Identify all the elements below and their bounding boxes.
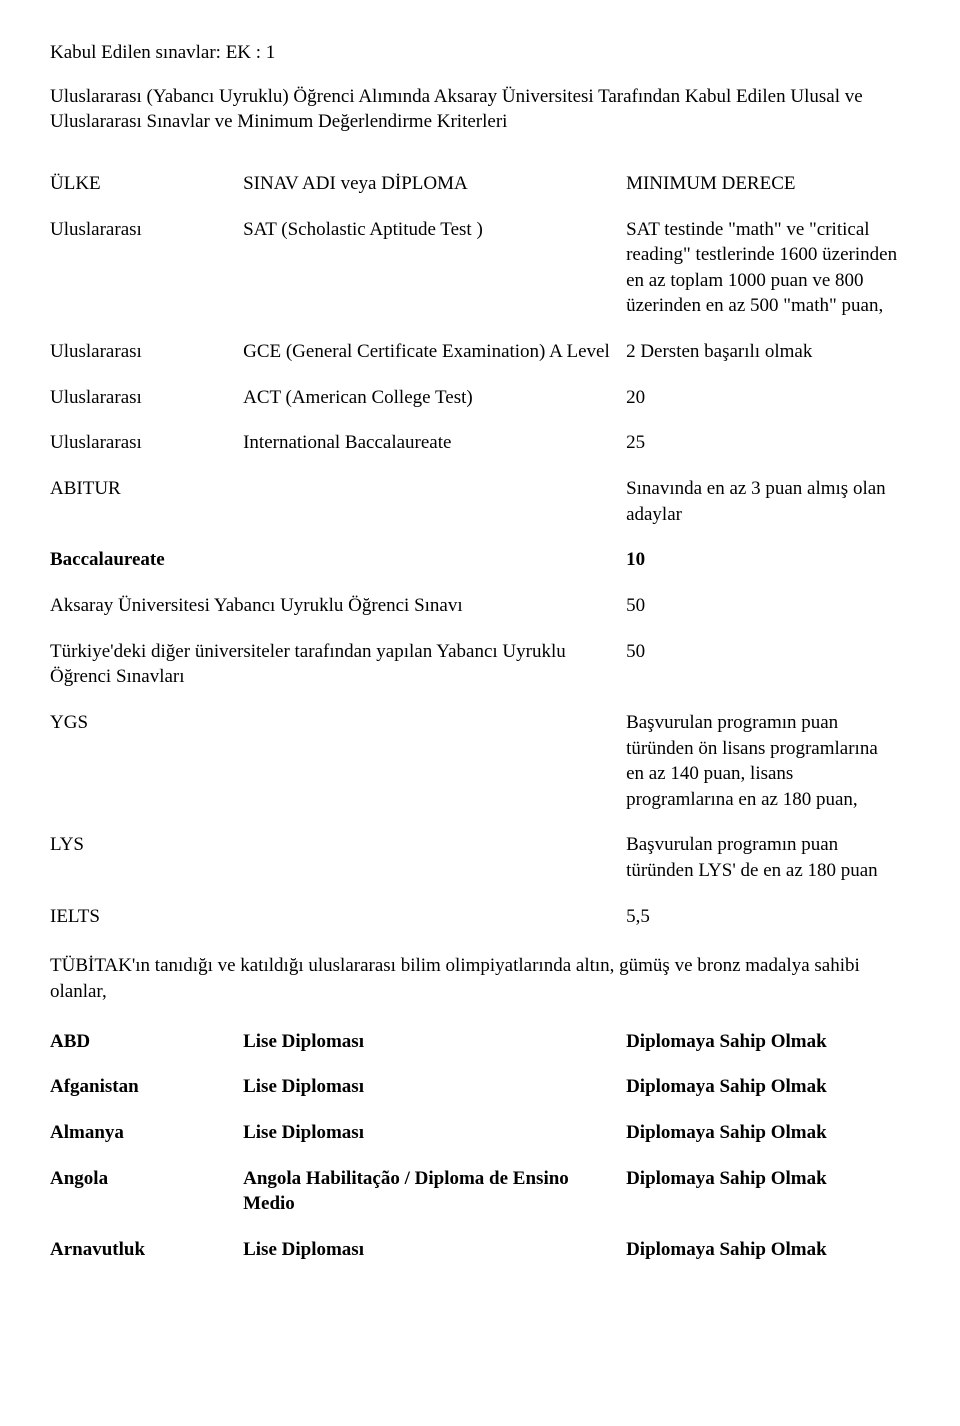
- table-row: Aksaray Üniversitesi Yabancı Uyruklu Öğr…: [50, 583, 910, 629]
- table-row: ÜLKE SINAV ADI veya DİPLOMA MINIMUM DERE…: [50, 161, 910, 207]
- header-country: ÜLKE: [50, 161, 243, 207]
- table-row: Uluslararası International Baccalaureate…: [50, 420, 910, 466]
- cell-country: Uluslararası: [50, 207, 243, 330]
- cell-req: Diplomaya Sahip Olmak: [626, 1019, 910, 1065]
- cell-min: 2 Dersten başarılı olmak: [626, 329, 910, 375]
- cell-min: 25: [626, 420, 910, 466]
- table-row: IELTS 5,5: [50, 894, 910, 940]
- cell-label: Baccalaureate: [50, 537, 243, 583]
- cell-diploma: Lise Diploması: [243, 1227, 626, 1273]
- table-row: ABD Lise Diploması Diplomaya Sahip Olmak: [50, 1019, 910, 1065]
- cell-exam: GCE (General Certificate Examination) A …: [243, 329, 626, 375]
- table-row: Almanya Lise Diploması Diplomaya Sahip O…: [50, 1110, 910, 1156]
- cell-diploma: Lise Diploması: [243, 1064, 626, 1110]
- cell-wide-label: Türkiye'deki diğer üniversiteler tarafın…: [50, 629, 626, 700]
- cell-min: Sınavında en az 3 puan almış olan adayla…: [626, 466, 910, 537]
- cell-min: Başvurulan programın puan türünden LYS' …: [626, 822, 910, 893]
- cell-wide-label: Aksaray Üniversitesi Yabancı Uyruklu Öğr…: [50, 583, 626, 629]
- table-row: Uluslararası ACT (American College Test)…: [50, 375, 910, 421]
- cell-min: 50: [626, 583, 910, 629]
- cell-req: Diplomaya Sahip Olmak: [626, 1156, 910, 1227]
- cell-country: Uluslararası: [50, 329, 243, 375]
- table-row: Uluslararası SAT (Scholastic Aptitude Te…: [50, 207, 910, 330]
- cell-label: IELTS: [50, 894, 243, 940]
- table-row: Baccalaureate 10: [50, 537, 910, 583]
- cell-label: YGS: [50, 700, 243, 823]
- cell-min: 20: [626, 375, 910, 421]
- table-row: Türkiye'deki diğer üniversiteler tarafın…: [50, 629, 910, 700]
- cell-country: Afganistan: [50, 1064, 243, 1110]
- cell-country: ABD: [50, 1019, 243, 1065]
- table-row: Afganistan Lise Diploması Diplomaya Sahi…: [50, 1064, 910, 1110]
- cell-exam: ACT (American College Test): [243, 375, 626, 421]
- cell-diploma: Lise Diploması: [243, 1019, 626, 1065]
- cell-country: Uluslararası: [50, 375, 243, 421]
- table-row: YGS Başvurulan programın puan türünden ö…: [50, 700, 910, 823]
- cell-min: SAT testinde "math" ve "critical reading…: [626, 207, 910, 330]
- tubitak-note: TÜBİTAK'ın tanıdığı ve katıldığı uluslar…: [50, 939, 910, 1018]
- cell-country: Arnavutluk: [50, 1227, 243, 1273]
- cell-label: ABITUR: [50, 466, 243, 537]
- cell-label: LYS: [50, 822, 243, 893]
- table-row: Arnavutluk Lise Diploması Diplomaya Sahi…: [50, 1227, 910, 1273]
- table-row: Uluslararası GCE (General Certificate Ex…: [50, 329, 910, 375]
- cell-diploma: Lise Diploması: [243, 1110, 626, 1156]
- cell-country: Angola: [50, 1156, 243, 1227]
- header-min: MINIMUM DERECE: [626, 161, 910, 207]
- cell-min: 5,5: [626, 894, 910, 940]
- table-row: Angola Angola Habilitação / Diploma de E…: [50, 1156, 910, 1227]
- cell-req: Diplomaya Sahip Olmak: [626, 1064, 910, 1110]
- cell-min: 10: [626, 537, 910, 583]
- cell-diploma: Angola Habilitação / Diploma de Ensino M…: [243, 1156, 626, 1227]
- cell-min: Başvurulan programın puan türünden ön li…: [626, 700, 910, 823]
- cell-exam: SAT (Scholastic Aptitude Test ): [243, 207, 626, 330]
- cell-exam: International Baccalaureate: [243, 420, 626, 466]
- criteria-table: ÜLKE SINAV ADI veya DİPLOMA MINIMUM DERE…: [50, 161, 910, 1273]
- cell-country: Almanya: [50, 1110, 243, 1156]
- table-row: ABITUR Sınavında en az 3 puan almış olan…: [50, 466, 910, 537]
- cell-req: Diplomaya Sahip Olmak: [626, 1227, 910, 1273]
- top-line: Kabul Edilen sınavlar: EK : 1: [50, 40, 910, 66]
- cell-req: Diplomaya Sahip Olmak: [626, 1110, 910, 1156]
- cell-country: Uluslararası: [50, 420, 243, 466]
- table-row: TÜBİTAK'ın tanıdığı ve katıldığı uluslar…: [50, 939, 910, 1018]
- cell-min: 50: [626, 629, 910, 700]
- intro-paragraph: Uluslararası (Yabancı Uyruklu) Öğrenci A…: [50, 84, 910, 135]
- header-exam: SINAV ADI veya DİPLOMA: [243, 161, 626, 207]
- table-row: LYS Başvurulan programın puan türünden L…: [50, 822, 910, 893]
